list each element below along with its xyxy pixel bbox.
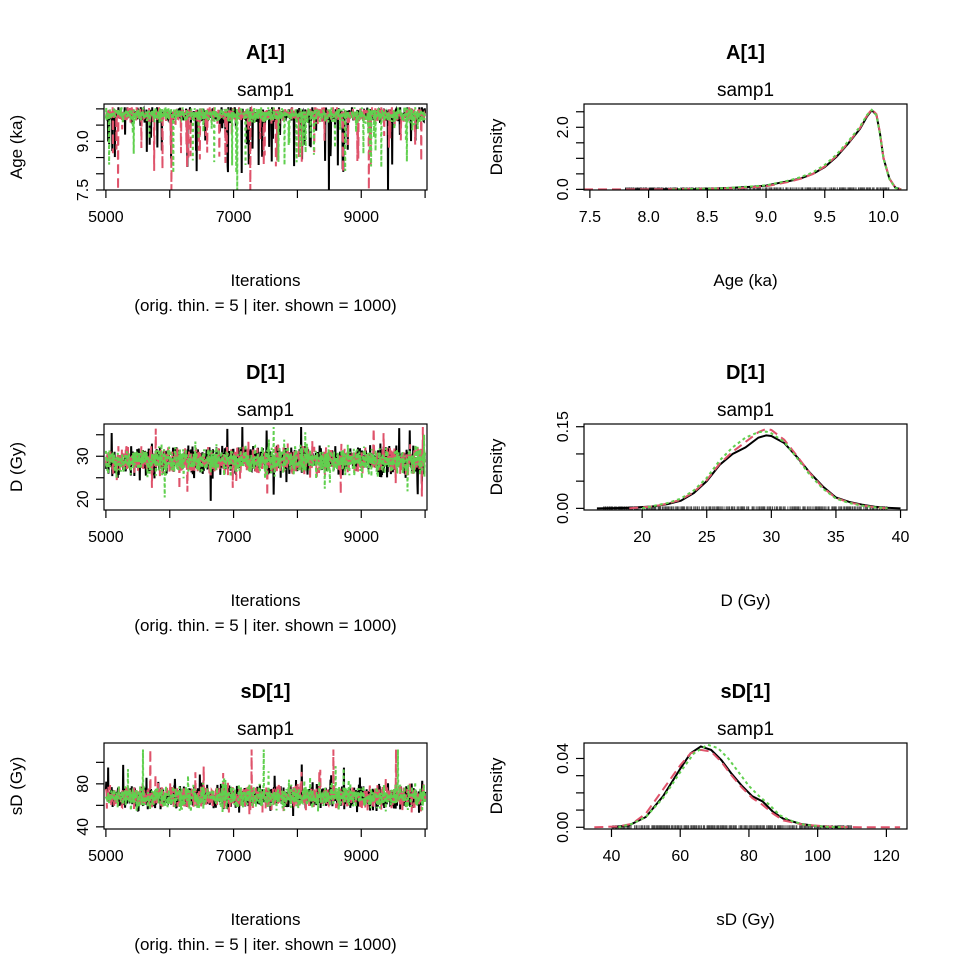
y-tick-label: 0.04 <box>555 743 572 774</box>
panel-subtitle: samp1 <box>237 80 294 101</box>
y-tick-label: 0.00 <box>555 493 572 524</box>
panel-title: A[1] <box>246 42 285 64</box>
panel-2: A[1] samp1 7.5 8.0 8.5 9.0 9.5 10.0 0.0 2.0 Age (k… <box>487 42 908 290</box>
x-tick-label: 100 <box>804 848 831 865</box>
plot-area <box>594 743 901 829</box>
x-tick-label: 7.5 <box>579 209 601 226</box>
plot-area <box>104 104 427 190</box>
x-tick-label: 8.0 <box>637 209 659 226</box>
density-line-chain-2 <box>584 107 902 190</box>
trace-line-chain-3 <box>104 104 427 190</box>
x-tick-label: 5000 <box>88 529 124 546</box>
x-tick-label: 9000 <box>343 848 379 865</box>
density-line-chain-1 <box>625 108 902 190</box>
density-line-chain-1 <box>611 745 839 829</box>
y-tick-label: 0.15 <box>555 411 572 442</box>
x-axis-label: Iterations <box>231 591 301 610</box>
plot-area <box>104 749 427 816</box>
plot-frame <box>103 742 428 830</box>
y-axis-label: D (Gy) <box>7 442 26 492</box>
y-tick-label: 2.0 <box>555 116 572 138</box>
y-tick-label: 9.0 <box>75 130 92 152</box>
density-line-chain-3 <box>641 430 888 510</box>
x-tick-label: 20 <box>633 529 651 546</box>
y-axis-label: Density <box>487 438 506 495</box>
x-tick-label: 120 <box>873 848 900 865</box>
x-tick-label: 40 <box>892 529 910 546</box>
panel-title: A[1] <box>726 42 765 64</box>
panel-title: D[1] <box>246 362 285 384</box>
plot-area <box>596 427 901 510</box>
y-tick-label: 7.5 <box>75 179 92 201</box>
x-axis-sublabel: (orig. thin. = 5 | iter. shown = 1000) <box>134 616 396 635</box>
x-tick-label: 40 <box>603 848 621 865</box>
x-axis-label: Iterations <box>231 271 301 290</box>
plot-area <box>104 426 427 501</box>
x-tick-label: 9.0 <box>755 209 777 226</box>
y-tick-label: 0.0 <box>555 178 572 200</box>
x-tick-label: 7000 <box>216 529 252 546</box>
panel-1: A[1] samp1 5000 7000 9000 7.5 9.0 Iterations (or… <box>7 42 428 315</box>
x-tick-label: 30 <box>762 529 780 546</box>
x-axis-label: D (Gy) <box>720 591 770 610</box>
plot-frame <box>583 423 908 511</box>
panel-title: D[1] <box>726 362 765 384</box>
plot-frame <box>583 742 908 830</box>
density-line-chain-3 <box>618 743 846 829</box>
density-line-chain-1 <box>596 434 901 510</box>
panel-title: sD[1] <box>240 681 290 703</box>
panel-subtitle: samp1 <box>717 80 774 101</box>
panel-subtitle: samp1 <box>717 719 774 740</box>
x-tick-label: 9.5 <box>814 209 836 226</box>
x-tick-label: 7000 <box>216 848 252 865</box>
x-tick-label: 10.0 <box>868 209 899 226</box>
panel-subtitle: samp1 <box>237 400 294 421</box>
x-axis-label: Age (ka) <box>713 271 777 290</box>
y-axis-label: Density <box>487 757 506 814</box>
y-tick-label: 40 <box>75 818 92 836</box>
x-tick-label: 8.5 <box>696 209 718 226</box>
panel-6: sD[1] samp1 40 60 80 100 120 0.00 0.04 sD (Gy) Den… <box>487 681 908 929</box>
density-rug <box>603 506 888 510</box>
y-tick-label: 80 <box>75 775 92 793</box>
density-line-chain-2 <box>629 427 888 510</box>
plot-frame <box>583 103 908 191</box>
x-axis-sublabel: (orig. thin. = 5 | iter. shown = 1000) <box>134 296 396 315</box>
x-axis-sublabel: (orig. thin. = 5 | iter. shown = 1000) <box>134 935 396 954</box>
x-tick-label: 35 <box>827 529 845 546</box>
y-tick-label: 30 <box>75 447 92 465</box>
x-axis-label: sD (Gy) <box>716 910 775 929</box>
y-tick-label: 0.00 <box>555 812 572 843</box>
panel-4: D[1] samp1 20 25 30 35 40 0.00 0.15 D (Gy) Density <box>487 362 910 610</box>
x-tick-label: 80 <box>740 848 758 865</box>
x-tick-label: 7000 <box>216 209 252 226</box>
trace-line-chain-3 <box>104 749 427 812</box>
x-tick-label: 25 <box>698 529 716 546</box>
panel-title: sD[1] <box>720 681 770 703</box>
density-line-chain-3 <box>672 108 902 190</box>
plot-frame <box>103 103 428 191</box>
x-tick-label: 5000 <box>88 209 124 226</box>
panel-subtitle: samp1 <box>237 719 294 740</box>
x-tick-label: 60 <box>671 848 689 865</box>
panel-3: D[1] samp1 5000 7000 9000 20 30 Iterations (orig… <box>7 362 428 635</box>
density-line-chain-2 <box>594 748 901 829</box>
plot-frame <box>103 423 428 511</box>
x-tick-label: 9000 <box>343 209 379 226</box>
y-axis-label: sD (Gy) <box>7 757 26 816</box>
x-axis-label: Iterations <box>231 910 301 929</box>
trace-line-chain-3 <box>104 426 427 498</box>
y-axis-label: Age (ka) <box>7 115 26 179</box>
x-tick-label: 9000 <box>343 529 379 546</box>
y-axis-label: Density <box>487 118 506 175</box>
panel-5: sD[1] samp1 5000 7000 9000 40 80 Iterations (ori… <box>7 681 428 954</box>
x-tick-label: 5000 <box>88 848 124 865</box>
plot-area <box>584 107 902 190</box>
y-tick-label: 20 <box>75 490 92 508</box>
panel-subtitle: samp1 <box>717 400 774 421</box>
